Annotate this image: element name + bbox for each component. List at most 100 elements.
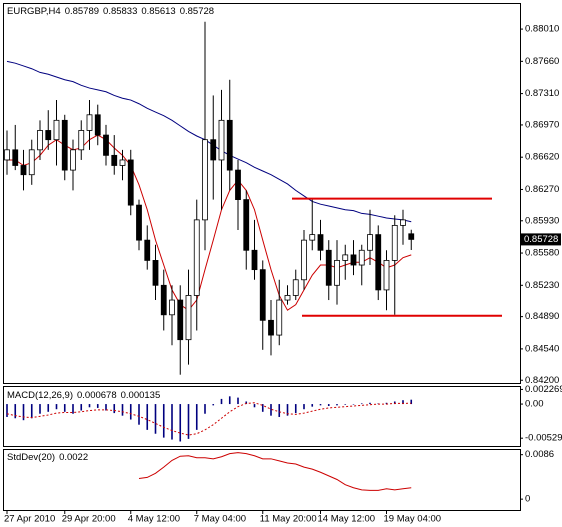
candle-body — [144, 239, 151, 261]
macd-bar — [195, 404, 198, 430]
candle-body — [127, 159, 134, 206]
macd-bar — [14, 404, 17, 419]
macd-bar — [228, 396, 231, 405]
candle-body — [251, 249, 258, 271]
macd-header: MACD(12,26,9) 0.000678 0.000135 — [7, 390, 160, 401]
macd-bar — [336, 404, 338, 406]
candle-body — [235, 169, 241, 200]
candle-body — [284, 295, 291, 301]
candle-body — [218, 119, 225, 161]
candle-body — [94, 114, 101, 136]
candle-body — [309, 234, 316, 241]
candle-body — [243, 199, 250, 251]
macd-bar — [245, 401, 248, 405]
macd-bar — [311, 404, 314, 407]
macd-bar — [80, 404, 83, 411]
candle-body — [400, 219, 406, 226]
macd-bar — [303, 404, 305, 410]
macd-bar — [261, 404, 264, 412]
macd-bar — [72, 404, 74, 414]
y-tick-label: 0.85580 — [525, 248, 559, 259]
macd-bar — [369, 402, 371, 405]
macd-bar — [146, 404, 149, 430]
macd-bar — [344, 404, 347, 405]
macd-bar — [212, 404, 215, 406]
candle-body — [276, 299, 283, 336]
macd-panel — [3, 386, 521, 447]
x-tick-label: 14 May 12:00 — [318, 514, 376, 525]
macd-bar — [171, 404, 173, 440]
y-tick-label: 0.00 — [525, 399, 544, 410]
y-tick-label: 0.84200 — [525, 375, 559, 386]
y-tick-label: 0.86970 — [525, 119, 559, 130]
macd-bar — [237, 397, 239, 405]
y-tick-label: 0.88010 — [525, 24, 559, 35]
macd-bar — [121, 404, 124, 416]
main-header: EURGBP,H4 0.85789 0.85833 0.85613 0.85728 — [7, 6, 214, 17]
candle-body — [210, 139, 217, 161]
moving-average — [6, 60, 412, 223]
macd-bar — [6, 404, 8, 417]
candle-body — [103, 134, 109, 156]
macd-bar — [327, 404, 330, 406]
low-value: 0.85613 — [141, 6, 175, 17]
macd-bar — [179, 404, 182, 442]
candle-body — [292, 279, 299, 296]
macd-bar — [402, 400, 404, 405]
open-value: 0.85789 — [65, 6, 99, 17]
macd-bar — [385, 402, 388, 405]
candle-body — [202, 139, 208, 221]
macd-bar — [47, 404, 50, 412]
y-tick-label: 0.87310 — [525, 88, 559, 99]
macd-signal — [6, 402, 412, 436]
macd-bar — [113, 404, 116, 414]
macd-bar — [220, 398, 223, 405]
candle-body — [169, 299, 175, 316]
candle-body — [4, 149, 10, 161]
macd-bar — [360, 403, 363, 405]
macd-bar — [253, 404, 256, 408]
macd-bar — [88, 404, 91, 408]
candle-body — [152, 260, 159, 286]
candle-body — [358, 249, 365, 266]
y-tick-label: 0.86270 — [525, 184, 559, 195]
macd-bar — [22, 404, 25, 421]
macd-bar — [410, 399, 413, 405]
stddev-value: 0.0022 — [59, 452, 88, 463]
candle-body — [61, 119, 68, 171]
candle-body — [136, 204, 142, 241]
candle-body — [325, 249, 332, 286]
macd-value: 0.000678 — [77, 390, 117, 401]
close-value: 0.85728 — [180, 6, 214, 17]
y-tick-label: 0.85230 — [525, 280, 559, 291]
signal-value: 0.000135 — [121, 390, 161, 401]
macd-bar — [270, 404, 272, 416]
macd-bar — [352, 404, 355, 405]
price-marker-label: 0.85728 — [524, 234, 558, 245]
stddev-panel — [3, 449, 521, 511]
stddev-title: StdDev(20) — [7, 452, 55, 463]
macd-bar — [154, 404, 157, 434]
macd-bar — [39, 404, 41, 414]
candle-body — [119, 159, 126, 166]
macd-bar — [286, 404, 289, 416]
candle-body — [160, 284, 167, 316]
macd-bar — [96, 404, 99, 408]
candle-body — [350, 254, 357, 266]
stddev-line — [138, 452, 412, 491]
candle-body — [408, 233, 415, 240]
candle-body — [20, 165, 27, 176]
macd-bar — [138, 404, 140, 425]
macd-bar — [187, 404, 190, 439]
macd-bar — [63, 404, 66, 412]
x-tick-label: 7 May 04:00 — [194, 514, 246, 525]
macd-bar — [162, 404, 165, 438]
y-tick-label: -0.00529 — [525, 433, 562, 444]
price-marker — [521, 233, 561, 246]
candle-body — [53, 119, 60, 141]
candle-body — [28, 149, 35, 176]
y-tick-label: 0.85930 — [525, 215, 559, 226]
y-tick-label: 0.0086 — [525, 449, 554, 460]
high-value: 0.85833 — [103, 6, 137, 17]
